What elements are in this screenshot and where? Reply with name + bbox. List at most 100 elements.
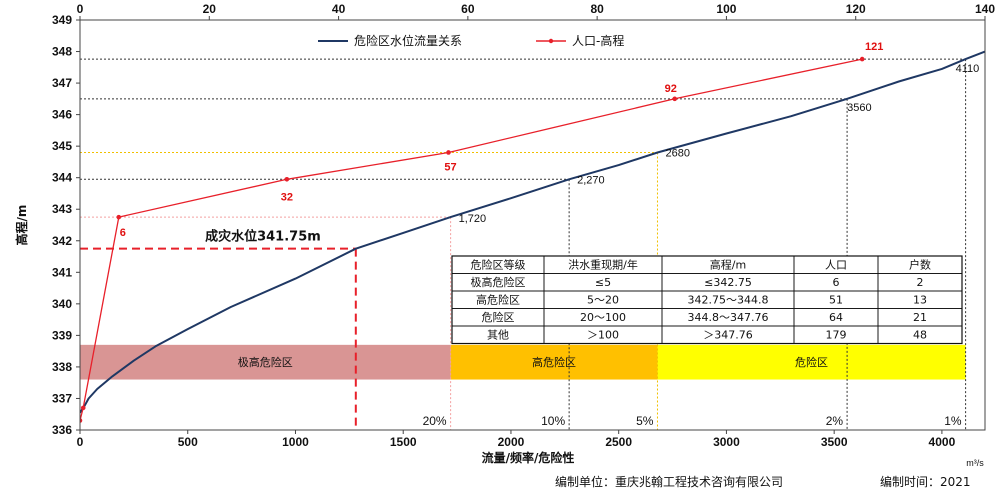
table-header-2: 高程/m <box>710 258 746 272</box>
series-layer <box>80 50 985 423</box>
zone-label-1: 高危险区 <box>532 355 576 369</box>
series-point-1-0 <box>80 418 83 423</box>
frequency-label-4: 1% <box>944 414 962 428</box>
x-bottom-tick-label-8: 4000 <box>929 435 956 449</box>
series-point-1-2 <box>116 214 122 220</box>
plot-frame <box>79 19 986 431</box>
table-cell-box-4-4 <box>877 325 963 344</box>
table-cell-1-1: ≤5 <box>595 276 611 289</box>
table-header-4: 户数 <box>909 258 931 272</box>
table-cell-3-4: 21 <box>913 311 927 324</box>
population-label-0: 6 <box>120 227 126 239</box>
flow-label-1: 2,270 <box>577 174 605 186</box>
y-tick-label-6: 342 <box>52 234 72 248</box>
y-axis-title: 高程/m <box>14 205 29 246</box>
table-cell-3-3: 64 <box>829 311 843 324</box>
series-point-1-4 <box>446 150 451 155</box>
x-bottom-tick-label-4: 2000 <box>498 435 525 449</box>
table-cell-4-2: ＞347.76 <box>703 329 753 342</box>
frequency-label-2: 5% <box>636 414 654 428</box>
footer-time: 编制时间：2021 <box>880 474 971 489</box>
x-axis-unit: m³/s <box>966 458 984 468</box>
y-tick-label-12: 348 <box>52 45 72 59</box>
zone-bands: 极高危险区 高危险区 危险区 <box>80 344 966 380</box>
population-label-2: 57 <box>444 161 456 173</box>
table-header-0: 危险区等级 <box>471 258 526 272</box>
table-cell-2-0: 高危险区 <box>476 293 520 307</box>
frequency-label-1: 10% <box>541 414 565 428</box>
y-tick-label-13: 349 <box>52 13 72 27</box>
y-tick-label-3: 339 <box>52 328 72 342</box>
disaster-level-marker: 成灾水位341.75m <box>80 229 357 430</box>
table-cell-1-0: 极高危险区 <box>471 275 526 289</box>
table-header-3: 人口 <box>825 259 847 272</box>
y-tick-label-9: 345 <box>52 139 72 153</box>
table-cell-1-2: ≤342.75 <box>704 276 752 289</box>
table-cell-3-1: 20～100 <box>580 311 626 324</box>
flow-label-4: 4110 <box>956 63 980 75</box>
table-cell-3-0: 危险区 <box>482 310 515 324</box>
table-cell-2-3: 51 <box>829 294 843 307</box>
flow-label-3: 3560 <box>847 102 871 114</box>
legend-marker-population <box>548 38 554 44</box>
flow-label-0: 1,720 <box>459 213 487 225</box>
y-tick-label-7: 343 <box>52 202 72 216</box>
zone-band-2 <box>657 344 966 380</box>
zone-label-0: 极高危险区 <box>238 355 293 369</box>
point-labels: 1,720 2,270 2680 3560 4110 6 32 57 92 121 20% 10% 5%… <box>120 41 980 428</box>
y-tick-label-10: 346 <box>52 108 72 122</box>
x-bottom-tick-label-2: 1000 <box>282 435 309 449</box>
y-tick-label-0: 336 <box>52 423 72 437</box>
x-top-tick-label-0: 0 <box>77 2 84 16</box>
x-bottom-tick-label-5: 2500 <box>605 435 632 449</box>
y-tick-label-11: 347 <box>52 76 72 90</box>
flow-label-2: 2680 <box>665 147 689 159</box>
x-axis-title: 流量/频率/危险性 <box>482 450 575 465</box>
y-tick-label-4: 340 <box>52 297 72 311</box>
table-cell-1-3: 6 <box>833 276 840 289</box>
x-top-tick-label-2: 40 <box>332 2 346 16</box>
y-tick-label-8: 344 <box>52 171 72 185</box>
table-cell-4-4: 48 <box>913 329 927 342</box>
x-bottom-tick-label-6: 3000 <box>713 435 740 449</box>
legend-label-flow: 危险区水位流量关系 <box>354 33 462 48</box>
x-top-tick-label-7: 140 <box>975 2 995 16</box>
table-cell-2-2: 342.75～344.8 <box>688 294 769 307</box>
x-bottom-tick-label-0: 0 <box>77 435 84 449</box>
table-cell-1-4: 2 <box>917 276 924 289</box>
population-label-1: 32 <box>281 191 293 203</box>
y-tick-label-5: 341 <box>52 265 72 279</box>
series-point-1-6 <box>859 56 865 62</box>
x-top-tick-label-4: 80 <box>590 2 604 16</box>
zone-label-2: 危险区 <box>795 355 828 369</box>
population-label-4: 121 <box>865 41 883 53</box>
y-tick-label-2: 338 <box>52 360 72 374</box>
x-bottom-tick-label-1: 500 <box>178 435 198 449</box>
zone-band-1 <box>450 344 658 380</box>
population-label-3: 92 <box>665 83 677 95</box>
y-tick-label-1: 337 <box>52 391 72 405</box>
table-header-1: 洪水重现期/年 <box>568 258 638 272</box>
series-line-0 <box>80 50 985 414</box>
legend-label-population: 人口-高程 <box>572 33 624 48</box>
frequency-label-0: 20% <box>423 414 447 428</box>
footer-unit: 编制单位：重庆兆翰工程技术咨询有限公司 <box>555 474 783 489</box>
table-cell-2-1: 5～20 <box>587 294 619 307</box>
frequency-label-3: 2% <box>826 414 844 428</box>
table-cell-4-0: 其他 <box>487 329 509 342</box>
series-point-1-1 <box>80 405 86 411</box>
x-bottom-tick-label-3: 1500 <box>390 435 417 449</box>
legend: 危险区水位流量关系 人口-高程 <box>318 33 624 48</box>
table-cell-4-1: ＞100 <box>587 329 619 342</box>
x-top-tick-label-6: 120 <box>846 2 866 16</box>
table-cell-4-3: 179 <box>826 329 847 342</box>
table-cell-3-2: 344.8～347.76 <box>688 311 769 324</box>
x-bottom-tick-label-7: 3500 <box>821 435 848 449</box>
x-top-tick-label-3: 60 <box>461 2 475 16</box>
axes: 336 337 338 339 340 341 342 343 344 345 346 347 348 3… <box>52 2 995 449</box>
disaster-level-label: 成灾水位341.75m <box>205 229 321 245</box>
series-point-1-5 <box>672 96 678 102</box>
table-cell-2-4: 13 <box>913 294 927 307</box>
zone-band-0 <box>80 344 451 380</box>
